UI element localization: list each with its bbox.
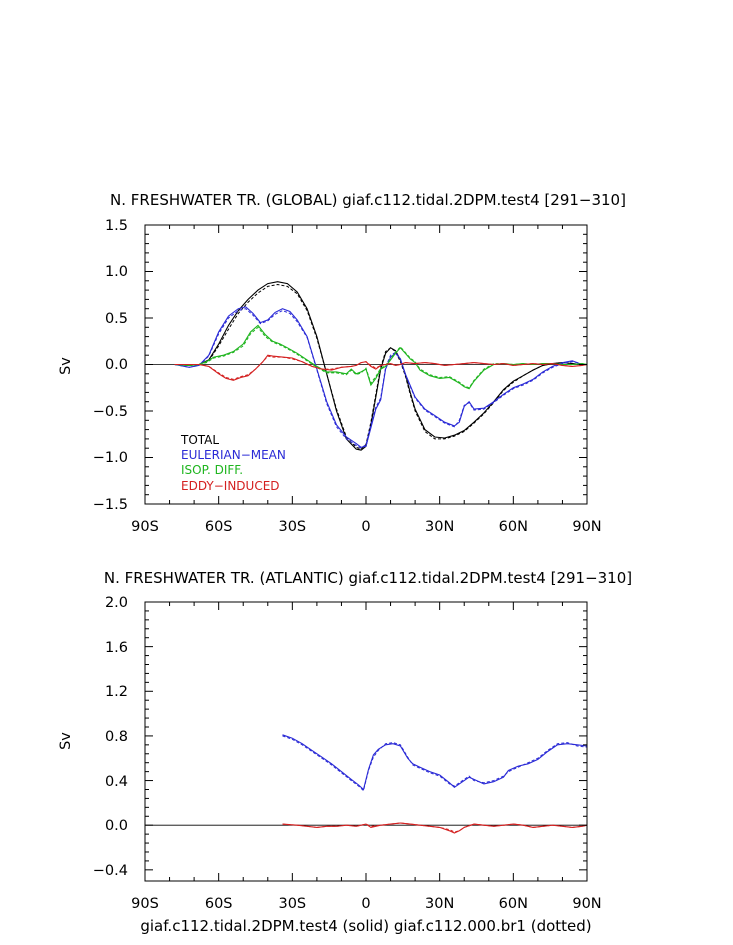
atlantic-ytick-label: 0.0 xyxy=(105,818,128,834)
atlantic-ytick-label: −0.4 xyxy=(93,863,128,879)
g-series-total-dotted xyxy=(174,283,587,450)
global-ytick-label: −1.5 xyxy=(93,497,128,513)
a-series-eddy-induced-dotted xyxy=(282,822,588,833)
atlantic-y-axis-label: Sv xyxy=(58,732,74,750)
global-xtick-label: 60N xyxy=(499,519,528,535)
global-ytick-label: 0.0 xyxy=(105,357,128,373)
atlantic-xtick-label: 90S xyxy=(131,896,159,912)
global-chart: 1.5 1.0 0.5 0.0 −0.5 −1.0 −1.5 90S 60S 3… xyxy=(58,218,602,535)
atlantic-plot-frame xyxy=(144,601,588,882)
g-series-isop-diff-dotted xyxy=(174,326,588,389)
atlantic-xtick-label: 30N xyxy=(425,896,454,912)
global-ytick-label: −1.0 xyxy=(93,450,128,466)
global-ytick-label: 1.5 xyxy=(105,218,128,234)
global-xtick-label: 60S xyxy=(205,519,233,535)
legend-isop-diff: ISOP. DIFF. xyxy=(181,463,243,477)
atlantic-ytick-label: 0.4 xyxy=(105,774,128,790)
g-series-eulerian-mean-dotted xyxy=(174,308,587,449)
global-xtick-label: 30N xyxy=(425,519,454,535)
atlantic-chart-title: N. FRESHWATER TR. (ATLANTIC) giaf.c112.t… xyxy=(104,569,632,587)
atlantic-ytick-label: 2.0 xyxy=(105,595,128,611)
global-chart-title: N. FRESHWATER TR. (GLOBAL) giaf.c112.tid… xyxy=(110,191,626,209)
atlantic-xtick-label: 60S xyxy=(205,896,233,912)
atlantic-ytick-label: 1.2 xyxy=(105,684,128,700)
a-series-eulerian-mean-dotted xyxy=(282,735,588,792)
global-y-axis-label: Sv xyxy=(58,357,74,375)
legend-eulerian-mean: EULERIAN−MEAN xyxy=(181,448,286,462)
global-xtick-label: 30S xyxy=(278,519,306,535)
atlantic-chart: 2.0 1.6 1.2 0.8 0.4 0.0 −0.4 90S 60S 30S… xyxy=(58,595,602,912)
atlantic-ytick-label: 0.8 xyxy=(105,729,128,745)
global-xtick-label: 90S xyxy=(131,519,159,535)
atlantic-ytick-label: 1.6 xyxy=(105,640,128,656)
global-x-axis-labels: 90S 60S 30S 0 30N 60N 90N xyxy=(131,519,601,535)
atlantic-x-axis-labels: 90S 60S 30S 0 30N 60N 90N xyxy=(131,896,601,912)
atlantic-xtick-label: 30S xyxy=(278,896,306,912)
legend-eddy-induced: EDDY−INDUCED xyxy=(181,479,280,493)
g-series-eddy-induced-dotted xyxy=(174,355,588,380)
footer-caption: giaf.c112.tidal.2DPM.test4 (solid) giaf.… xyxy=(140,917,591,935)
atlantic-xtick-label: 60N xyxy=(499,896,528,912)
global-xtick-label: 0 xyxy=(361,519,370,535)
a-series-eddy-induced-solid xyxy=(282,822,588,834)
global-ytick-label: −0.5 xyxy=(93,404,128,420)
legend-total: TOTAL xyxy=(180,433,219,447)
global-legend: TOTAL EULERIAN−MEAN ISOP. DIFF. EDDY−IND… xyxy=(180,433,286,493)
atlantic-xtick-label: 0 xyxy=(361,896,370,912)
atlantic-xtick-label: 90N xyxy=(572,896,601,912)
atlantic-y-axis-labels: 2.0 1.6 1.2 0.8 0.4 0.0 −0.4 xyxy=(93,595,128,879)
global-ytick-label: 1.0 xyxy=(105,264,128,280)
g-series-total-solid xyxy=(174,281,587,451)
global-xtick-label: 90N xyxy=(572,519,601,535)
g-series-eulerian-mean-solid xyxy=(174,306,587,448)
global-y-axis-labels: 1.5 1.0 0.5 0.0 −0.5 −1.0 −1.5 xyxy=(93,218,128,513)
global-ytick-label: 0.5 xyxy=(105,311,128,327)
